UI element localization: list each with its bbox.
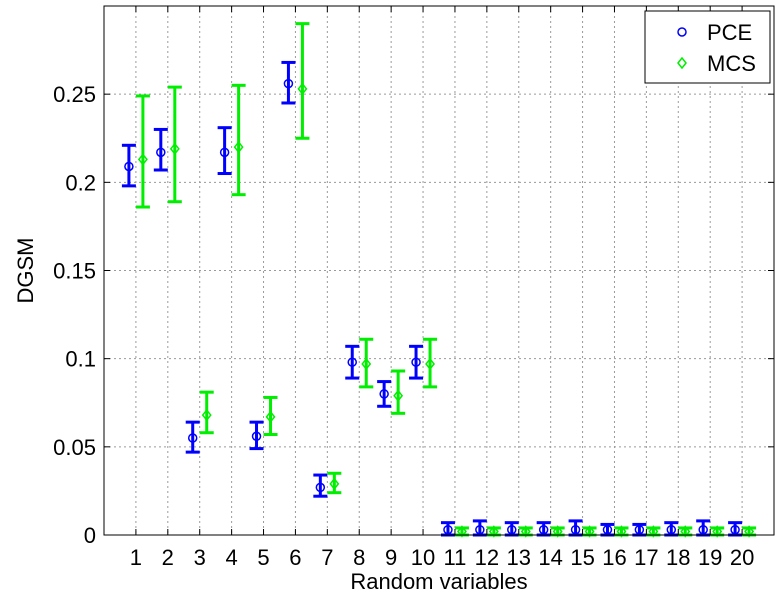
x-tick-label: 14 [538, 545, 562, 570]
x-tick-label: 10 [411, 545, 435, 570]
axes: 1 2 3 4 5 6 7 8 9 10 11 12 13 14 15 16 17 18 19 2000.050.10… [53, 6, 774, 570]
y-tick-label: 0.05 [53, 435, 96, 460]
x-tick-label: 20 [730, 545, 754, 570]
y-tick-label: 0.25 [53, 82, 96, 107]
series-mcs [136, 24, 756, 537]
plot-area [122, 24, 756, 537]
x-tick-label: 12 [475, 545, 499, 570]
x-tick-label: 3 [194, 545, 206, 570]
y-tick-label: 0 [84, 523, 96, 548]
x-tick-label: 15 [570, 545, 594, 570]
legend-label: PCE [707, 20, 752, 45]
series-pce [122, 62, 742, 535]
x-tick-label: 11 [444, 545, 467, 570]
x-tick-label: 4 [225, 545, 237, 570]
legend: PCE MCS [645, 11, 770, 83]
x-tick-label: 9 [385, 545, 397, 570]
x-axis-label: Random variables [350, 569, 527, 594]
y-tick-label: 0.15 [53, 259, 96, 284]
x-tick-label: 1 [130, 545, 142, 570]
x-tick-label: 2 [162, 545, 174, 570]
x-tick-label: 18 [666, 545, 690, 570]
x-tick-label: 8 [353, 545, 365, 570]
grid [104, 6, 774, 535]
x-tick-label: 5 [257, 545, 269, 570]
y-tick-label: 0.1 [65, 347, 96, 372]
x-tick-label: 13 [507, 545, 531, 570]
x-tick-label: 19 [698, 545, 722, 570]
legend-label: MCS [707, 51, 756, 76]
y-axis-label: DGSM [13, 238, 38, 304]
x-tick-label: 17 [634, 545, 658, 570]
x-tick-label: 7 [321, 545, 333, 570]
x-tick-label: 6 [289, 545, 301, 570]
x-tick-label: 16 [602, 545, 626, 570]
y-tick-label: 0.2 [65, 170, 96, 195]
